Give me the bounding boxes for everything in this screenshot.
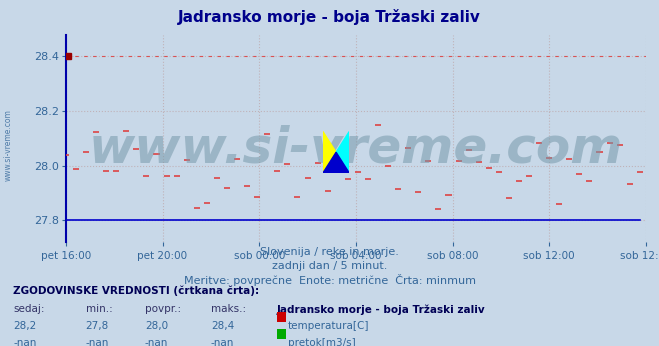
Text: -nan: -nan [86, 338, 109, 346]
Text: www.si-vreme.com: www.si-vreme.com [89, 125, 623, 173]
Polygon shape [323, 131, 336, 173]
Text: povpr.:: povpr.: [145, 304, 181, 315]
Text: Jadransko morje - boja Tržaski zaliv: Jadransko morje - boja Tržaski zaliv [277, 304, 486, 315]
Text: zadnji dan / 5 minut.: zadnji dan / 5 minut. [272, 261, 387, 271]
Text: -nan: -nan [211, 338, 234, 346]
Text: -nan: -nan [145, 338, 168, 346]
Text: www.si-vreme.com: www.si-vreme.com [3, 109, 13, 181]
Text: pretok[m3/s]: pretok[m3/s] [288, 338, 356, 346]
Text: ZGODOVINSKE VREDNOSTI (črtkana črta):: ZGODOVINSKE VREDNOSTI (črtkana črta): [13, 285, 259, 296]
Text: temperatura[C]: temperatura[C] [288, 321, 369, 331]
Text: 28,0: 28,0 [145, 321, 168, 331]
Text: Slovenija / reke in morje.: Slovenija / reke in morje. [260, 247, 399, 257]
Polygon shape [323, 152, 349, 173]
Text: Meritve: povprečne  Enote: metrične  Črta: minmum: Meritve: povprečne Enote: metrične Črta:… [183, 274, 476, 286]
Text: Jadransko morje - boja Tržaski zaliv: Jadransko morje - boja Tržaski zaliv [178, 9, 481, 25]
Text: 27,8: 27,8 [86, 321, 109, 331]
Polygon shape [336, 131, 349, 173]
Text: -nan: -nan [13, 338, 36, 346]
Text: 28,4: 28,4 [211, 321, 234, 331]
Text: min.:: min.: [86, 304, 113, 315]
Text: maks.:: maks.: [211, 304, 246, 315]
Text: sedaj:: sedaj: [13, 304, 45, 315]
Text: 28,2: 28,2 [13, 321, 36, 331]
